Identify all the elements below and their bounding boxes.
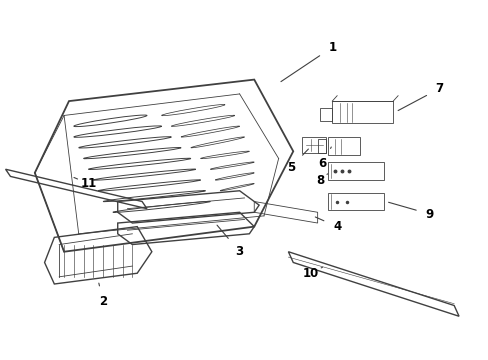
Text: 6: 6 [318,147,330,170]
Bar [301,137,325,153]
Text: 2: 2 [99,283,107,309]
Text: 9: 9 [388,202,433,221]
Text: 1: 1 [281,41,336,82]
Bar [331,101,392,123]
Text: 3: 3 [217,225,243,258]
Bar [328,162,384,180]
Bar [317,139,326,153]
Bar [328,137,359,155]
Text: 8: 8 [315,174,327,186]
Text: 4: 4 [315,217,341,233]
Text: 5: 5 [286,149,308,174]
Bar [320,108,331,121]
Text: 10: 10 [302,267,322,280]
Text: 11: 11 [74,177,97,190]
Text: 7: 7 [397,82,443,111]
Bar [328,193,384,211]
